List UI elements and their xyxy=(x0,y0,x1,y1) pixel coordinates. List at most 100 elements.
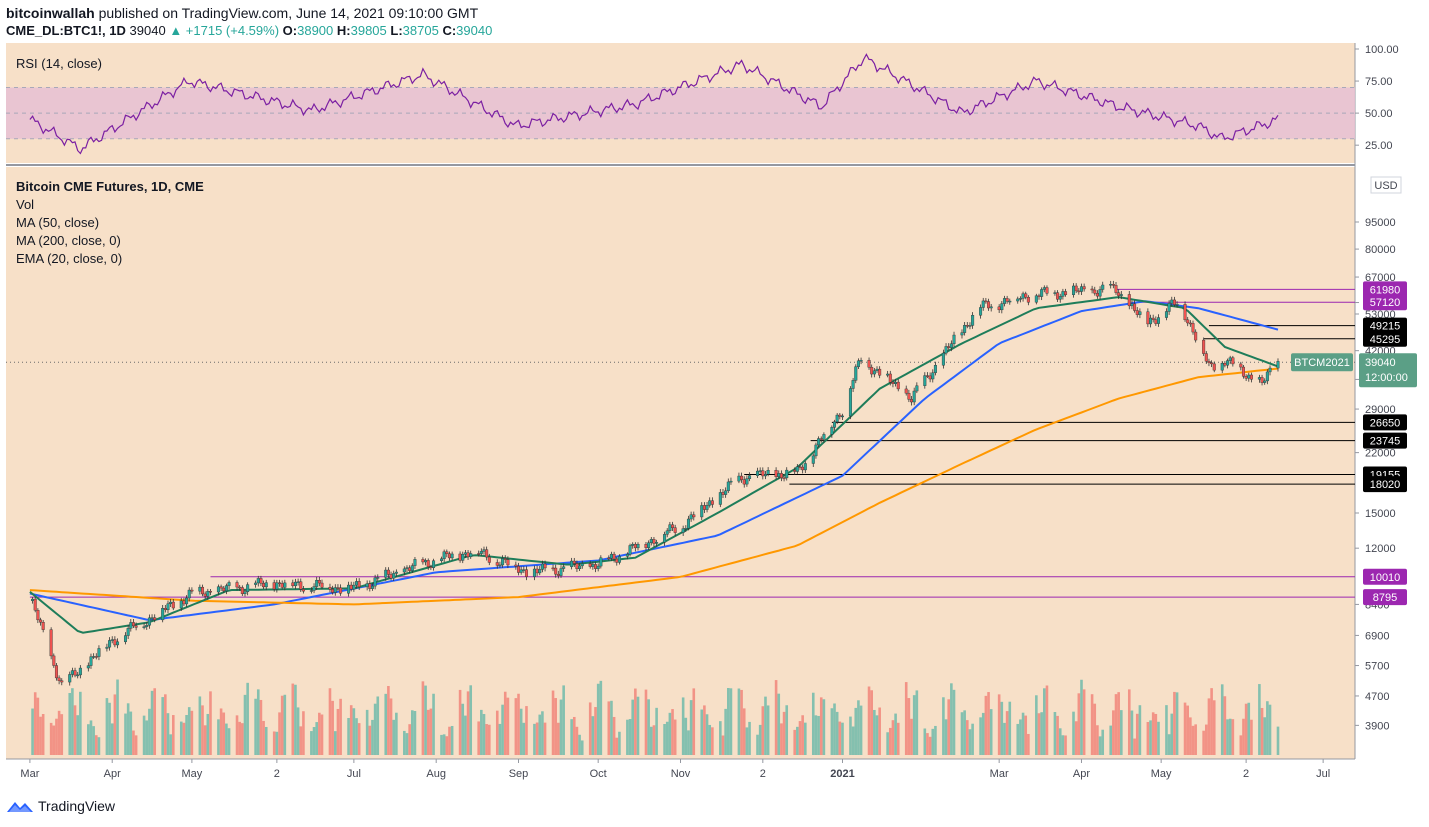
time-tick-label-10: 2021 xyxy=(830,768,854,780)
main-panel-bg xyxy=(6,167,1355,759)
volume-bar xyxy=(387,686,390,755)
volume-bar xyxy=(742,708,746,755)
legend-ema20[interactable]: EMA (20, close, 0) xyxy=(16,251,122,266)
candle-body xyxy=(283,582,287,588)
volume-bar xyxy=(246,682,249,755)
candle-body xyxy=(506,559,510,566)
volume-bar xyxy=(1276,726,1280,755)
volume-bar xyxy=(1000,701,1004,755)
candle-body xyxy=(1241,366,1245,377)
volume-bar xyxy=(1228,718,1232,755)
time-tick-label-5: Aug xyxy=(426,768,446,780)
volume-bar xyxy=(169,734,172,755)
candle-body xyxy=(609,553,613,559)
volume-bar xyxy=(1260,707,1264,755)
time-tick-label-3: 2 xyxy=(274,768,280,780)
candle-body xyxy=(647,542,651,548)
level-badge-45295 xyxy=(1363,330,1407,347)
candle-body xyxy=(543,563,547,569)
candle-body xyxy=(1276,361,1280,369)
volume-bar xyxy=(161,697,164,755)
candle-body xyxy=(740,475,744,480)
volume-bar xyxy=(201,705,204,755)
candle-body xyxy=(1098,289,1102,297)
candle-body xyxy=(1117,292,1121,296)
volume-bar xyxy=(1175,692,1179,755)
candle-body xyxy=(655,542,659,544)
volume-bar xyxy=(371,719,374,755)
candle-body xyxy=(224,585,228,592)
volume-bar xyxy=(1096,725,1099,755)
legend-ma50[interactable]: MA (50, close) xyxy=(16,215,99,230)
volume-bar xyxy=(57,710,61,755)
main-title[interactable]: Bitcoin CME Futures, 1D, CME xyxy=(16,179,204,194)
volume-bar xyxy=(626,719,629,755)
candle-body xyxy=(447,553,451,559)
candle-body xyxy=(487,556,491,563)
volume-bar xyxy=(495,710,499,755)
volume-bar xyxy=(1165,705,1168,755)
volume-bar xyxy=(673,719,677,755)
tradingview-footer[interactable]: TradingView xyxy=(6,798,115,814)
candle-body xyxy=(1064,291,1068,295)
volume-bar xyxy=(1005,711,1009,755)
candle-body xyxy=(309,590,313,592)
volume-bar xyxy=(254,698,257,755)
candle-body xyxy=(700,505,704,518)
candle-body xyxy=(793,469,797,472)
tradingview-brand: TradingView xyxy=(38,798,116,814)
volume-bar xyxy=(942,697,945,755)
candle-body xyxy=(1008,300,1012,303)
volume-bar xyxy=(1210,688,1213,755)
volume-bar xyxy=(256,689,260,755)
candle-body xyxy=(933,365,937,373)
legend-vol[interactable]: Vol xyxy=(16,197,34,212)
volume-bar xyxy=(915,690,919,755)
currency-badge[interactable] xyxy=(1370,176,1402,194)
candle-body xyxy=(652,539,656,544)
candle-body xyxy=(421,559,425,563)
candle-body xyxy=(36,609,40,621)
chart-canvas[interactable]: 100.00 75.00 50.00 25.00 95000 80000 67000 570… xyxy=(0,42,1429,792)
symbol-label[interactable]: CME_DL:BTC1!, 1D xyxy=(6,23,126,38)
candle-body xyxy=(1042,287,1046,290)
candle-body xyxy=(570,560,574,567)
volume-bar xyxy=(1207,698,1211,755)
volume-bar xyxy=(934,725,937,755)
candle-body xyxy=(817,438,821,446)
candle-body xyxy=(57,677,61,681)
candle-body xyxy=(485,549,489,558)
candle-body xyxy=(347,584,351,594)
volume-bar xyxy=(1170,713,1174,755)
candle-body xyxy=(665,530,669,535)
candle-body xyxy=(952,334,956,344)
legend-ma200[interactable]: MA (200, close, 0) xyxy=(16,233,121,248)
volume-bar xyxy=(164,694,167,755)
level-label-18020: 18020 xyxy=(1370,479,1401,491)
candle-body xyxy=(312,586,316,591)
volume-bar xyxy=(1053,712,1057,755)
candle-body xyxy=(904,388,908,394)
candle-body xyxy=(591,564,595,567)
candle-body xyxy=(1034,295,1038,303)
volume-bar xyxy=(1072,711,1075,755)
volume-bar xyxy=(126,703,130,755)
candle-body xyxy=(1024,293,1028,298)
volume-bar xyxy=(129,711,133,755)
volume-bar xyxy=(562,685,565,755)
candle-body xyxy=(264,582,268,588)
candle-body xyxy=(814,444,818,457)
candle-body xyxy=(33,598,37,611)
volume-bar xyxy=(272,731,276,755)
publisher-line: bitcoinwallah published on TradingView.c… xyxy=(6,5,478,21)
price-tick-label-15: 3900 xyxy=(1365,720,1389,732)
candle-body xyxy=(278,582,282,584)
candle-body xyxy=(1127,294,1131,307)
candle-body xyxy=(1164,311,1168,318)
author-name[interactable]: bitcoinwallah xyxy=(6,5,95,21)
candle-body xyxy=(246,584,250,592)
candle-body xyxy=(182,600,186,605)
volume-bar xyxy=(557,722,560,755)
candle-body xyxy=(572,560,576,564)
rsi-title[interactable]: RSI (14, close) xyxy=(16,56,102,71)
